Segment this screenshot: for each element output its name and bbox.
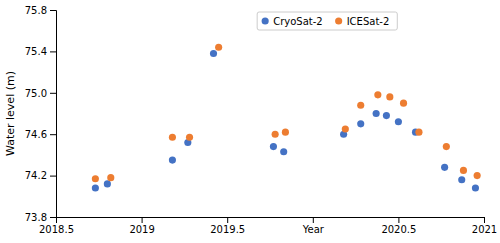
legend-marker — [335, 17, 342, 24]
tick-label: 75.8 — [25, 5, 47, 16]
tick-label: 2019 — [129, 224, 154, 235]
chart: 2018.5 2019 2019.5 Year 2020.5 2021 73.8 74.2 74… — [0, 0, 500, 243]
point — [169, 157, 176, 164]
y-tick: 75.4 — [25, 46, 56, 57]
tick-mark — [398, 217, 399, 223]
point — [342, 125, 349, 132]
x-tick: 2021 — [472, 217, 497, 235]
point — [474, 172, 481, 179]
point — [415, 129, 422, 136]
tick-label: 75.0 — [25, 88, 47, 99]
point — [210, 50, 217, 57]
point — [443, 143, 450, 150]
point — [441, 164, 448, 171]
point — [357, 120, 364, 127]
tick-mark — [50, 176, 56, 177]
marks — [92, 44, 481, 192]
point — [386, 93, 393, 100]
series — [92, 44, 481, 183]
point — [460, 167, 467, 174]
legend-label: ICESat-2 — [347, 16, 390, 27]
point — [215, 44, 222, 51]
legend: CryoSat-2 ICESat-2 — [257, 12, 397, 30]
point — [373, 110, 380, 117]
point — [280, 148, 287, 155]
tick-label: Year — [302, 224, 325, 235]
y-tick: 75.8 — [25, 5, 56, 16]
point — [374, 91, 381, 98]
tick-label: 74.6 — [25, 129, 47, 140]
point — [272, 131, 279, 138]
point — [282, 129, 289, 136]
tick-mark — [227, 217, 228, 223]
point — [472, 184, 479, 191]
tick-mark — [484, 217, 485, 223]
y-tick: 75.0 — [25, 88, 56, 99]
tick-mark — [50, 217, 56, 218]
axis-line — [57, 218, 485, 224]
point — [186, 134, 193, 141]
axis-line — [50, 11, 57, 218]
x-tick: 2019 — [129, 217, 154, 235]
legend-item: ICESat-2 — [335, 16, 389, 27]
point — [270, 143, 277, 150]
point — [169, 134, 176, 141]
point — [104, 180, 111, 187]
legend-box — [257, 12, 397, 30]
legend-marker — [262, 17, 269, 24]
tick-mark — [50, 93, 56, 94]
y-axis-title: Water level (m) — [4, 71, 17, 156]
point — [400, 100, 407, 107]
legend-label: CryoSat-2 — [273, 16, 323, 27]
tick-label: 2019.5 — [210, 224, 245, 235]
y-tick: 74.2 — [25, 170, 56, 181]
legend-item: CryoSat-2 — [262, 16, 323, 27]
point — [357, 102, 364, 109]
series — [92, 50, 479, 192]
tick-mark — [50, 51, 56, 52]
x-tick: 2019.5 — [210, 217, 245, 235]
tick-mark — [313, 217, 314, 223]
tick-mark — [50, 134, 56, 135]
point — [107, 174, 114, 181]
tick-label: 75.4 — [25, 46, 47, 57]
x-tick: Year — [302, 217, 325, 235]
point — [458, 176, 465, 183]
plot: 2018.5 2019 2019.5 Year 2020.5 2021 73.8 74.2 74… — [25, 5, 497, 235]
point — [92, 175, 99, 182]
tick-label: 2020.5 — [381, 224, 416, 235]
tick-label: 74.2 — [25, 170, 47, 181]
point — [383, 112, 390, 119]
y-axis: 73.8 74.2 74.6 75.0 75.4 75.8 — [25, 5, 57, 223]
tick-label: 2018.5 — [39, 224, 74, 235]
x-tick: 2020.5 — [381, 217, 416, 235]
point — [395, 118, 402, 125]
point — [92, 184, 99, 191]
tick-mark — [50, 10, 56, 11]
y-tick: 73.8 — [25, 212, 56, 223]
tick-label: 73.8 — [25, 212, 47, 223]
tick-label: 2021 — [472, 224, 497, 235]
tick-mark — [142, 217, 143, 223]
y-tick: 74.6 — [25, 129, 56, 140]
x-axis: 2018.5 2019 2019.5 Year 2020.5 2021 — [39, 217, 497, 235]
